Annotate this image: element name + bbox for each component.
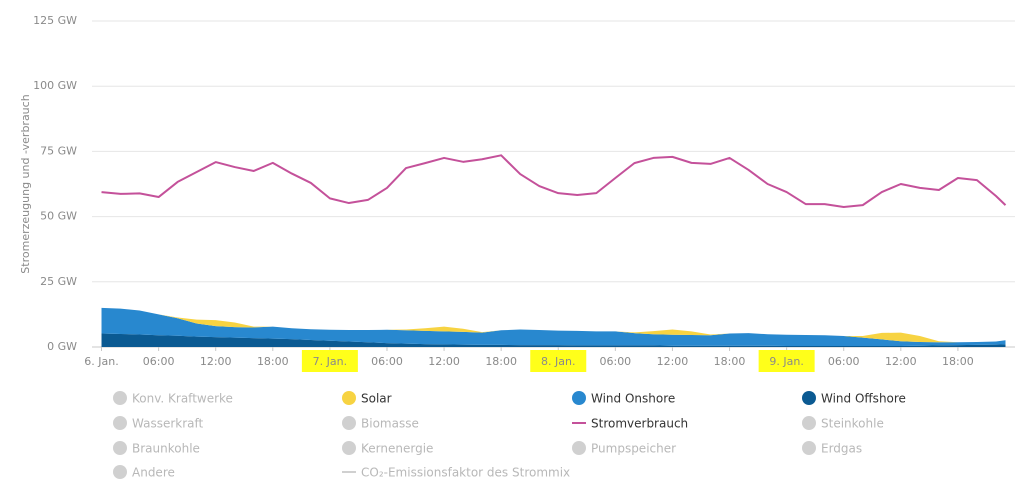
legend-label[interactable]: Erdgas (821, 442, 862, 456)
legend-marker (572, 391, 586, 405)
y-tick-label: 75 GW (40, 144, 77, 157)
legend-label[interactable]: Wind Onshore (591, 392, 675, 406)
x-tick-label: 8. Jan. (541, 355, 575, 368)
legend-marker (342, 391, 356, 405)
legend-label[interactable]: Wind Offshore (821, 392, 906, 406)
x-tick-label: 6. Jan. (84, 355, 118, 368)
x-tick-label: 06:00 (371, 355, 403, 368)
x-tick-label: 9. Jan. (769, 355, 803, 368)
x-tick-label: 06:00 (599, 355, 631, 368)
legend-label[interactable]: Konv. Kraftwerke (132, 392, 233, 406)
legend-marker (113, 391, 127, 405)
y-tick-label: 50 GW (40, 210, 77, 223)
legend-marker (342, 441, 356, 455)
x-tick-label: 12:00 (200, 355, 232, 368)
x-tick-label: 12:00 (657, 355, 689, 368)
area (101, 333, 1006, 347)
date-highlight (758, 350, 815, 372)
x-tick-label: 18:00 (942, 355, 974, 368)
x-tick-label: 18:00 (714, 355, 746, 368)
legend-label[interactable]: Wasserkraft (132, 417, 204, 431)
legend-marker (802, 391, 816, 405)
legend-marker (113, 416, 127, 430)
legend-marker (802, 441, 816, 455)
legend-label[interactable]: Kernenergie (361, 442, 433, 456)
x-tick-label: 18:00 (485, 355, 517, 368)
date-highlight (530, 350, 587, 372)
x-tick-label: 12:00 (428, 355, 460, 368)
y-tick-label: 125 GW (33, 14, 77, 27)
legend-label[interactable]: Braunkohle (132, 442, 200, 456)
legend-label[interactable]: Pumpspeicher (591, 442, 676, 456)
legend-label[interactable]: Solar (361, 392, 392, 406)
legend-marker (113, 465, 127, 479)
y-tick-label: 25 GW (40, 275, 77, 288)
x-tick-label: 12:00 (885, 355, 917, 368)
legend-label[interactable]: Biomasse (361, 417, 419, 431)
legend-label[interactable]: Andere (132, 466, 175, 480)
x-tick-label: 7. Jan. (313, 355, 347, 368)
legend-label[interactable]: CO₂-Emissionsfaktor des Strommix (361, 466, 570, 480)
x-tick-label: 06:00 (143, 355, 175, 368)
y-tick-label: 100 GW (33, 79, 77, 92)
legend-label[interactable]: Steinkohle (821, 417, 884, 431)
legend-marker (572, 441, 586, 455)
legend-marker (113, 441, 127, 455)
area (101, 307, 1006, 343)
x-tick-label: 18:00 (257, 355, 289, 368)
legend-marker (802, 416, 816, 430)
legend-label[interactable]: Stromverbrauch (591, 417, 688, 431)
y-axis-title: Stromerzeugung und -verbrauch (19, 94, 32, 273)
legend-marker (342, 416, 356, 430)
date-highlight (301, 350, 358, 372)
line (101, 154, 1007, 208)
area (101, 307, 1006, 346)
x-tick-label: 06:00 (828, 355, 860, 368)
y-tick-label: 0 GW (47, 340, 77, 353)
